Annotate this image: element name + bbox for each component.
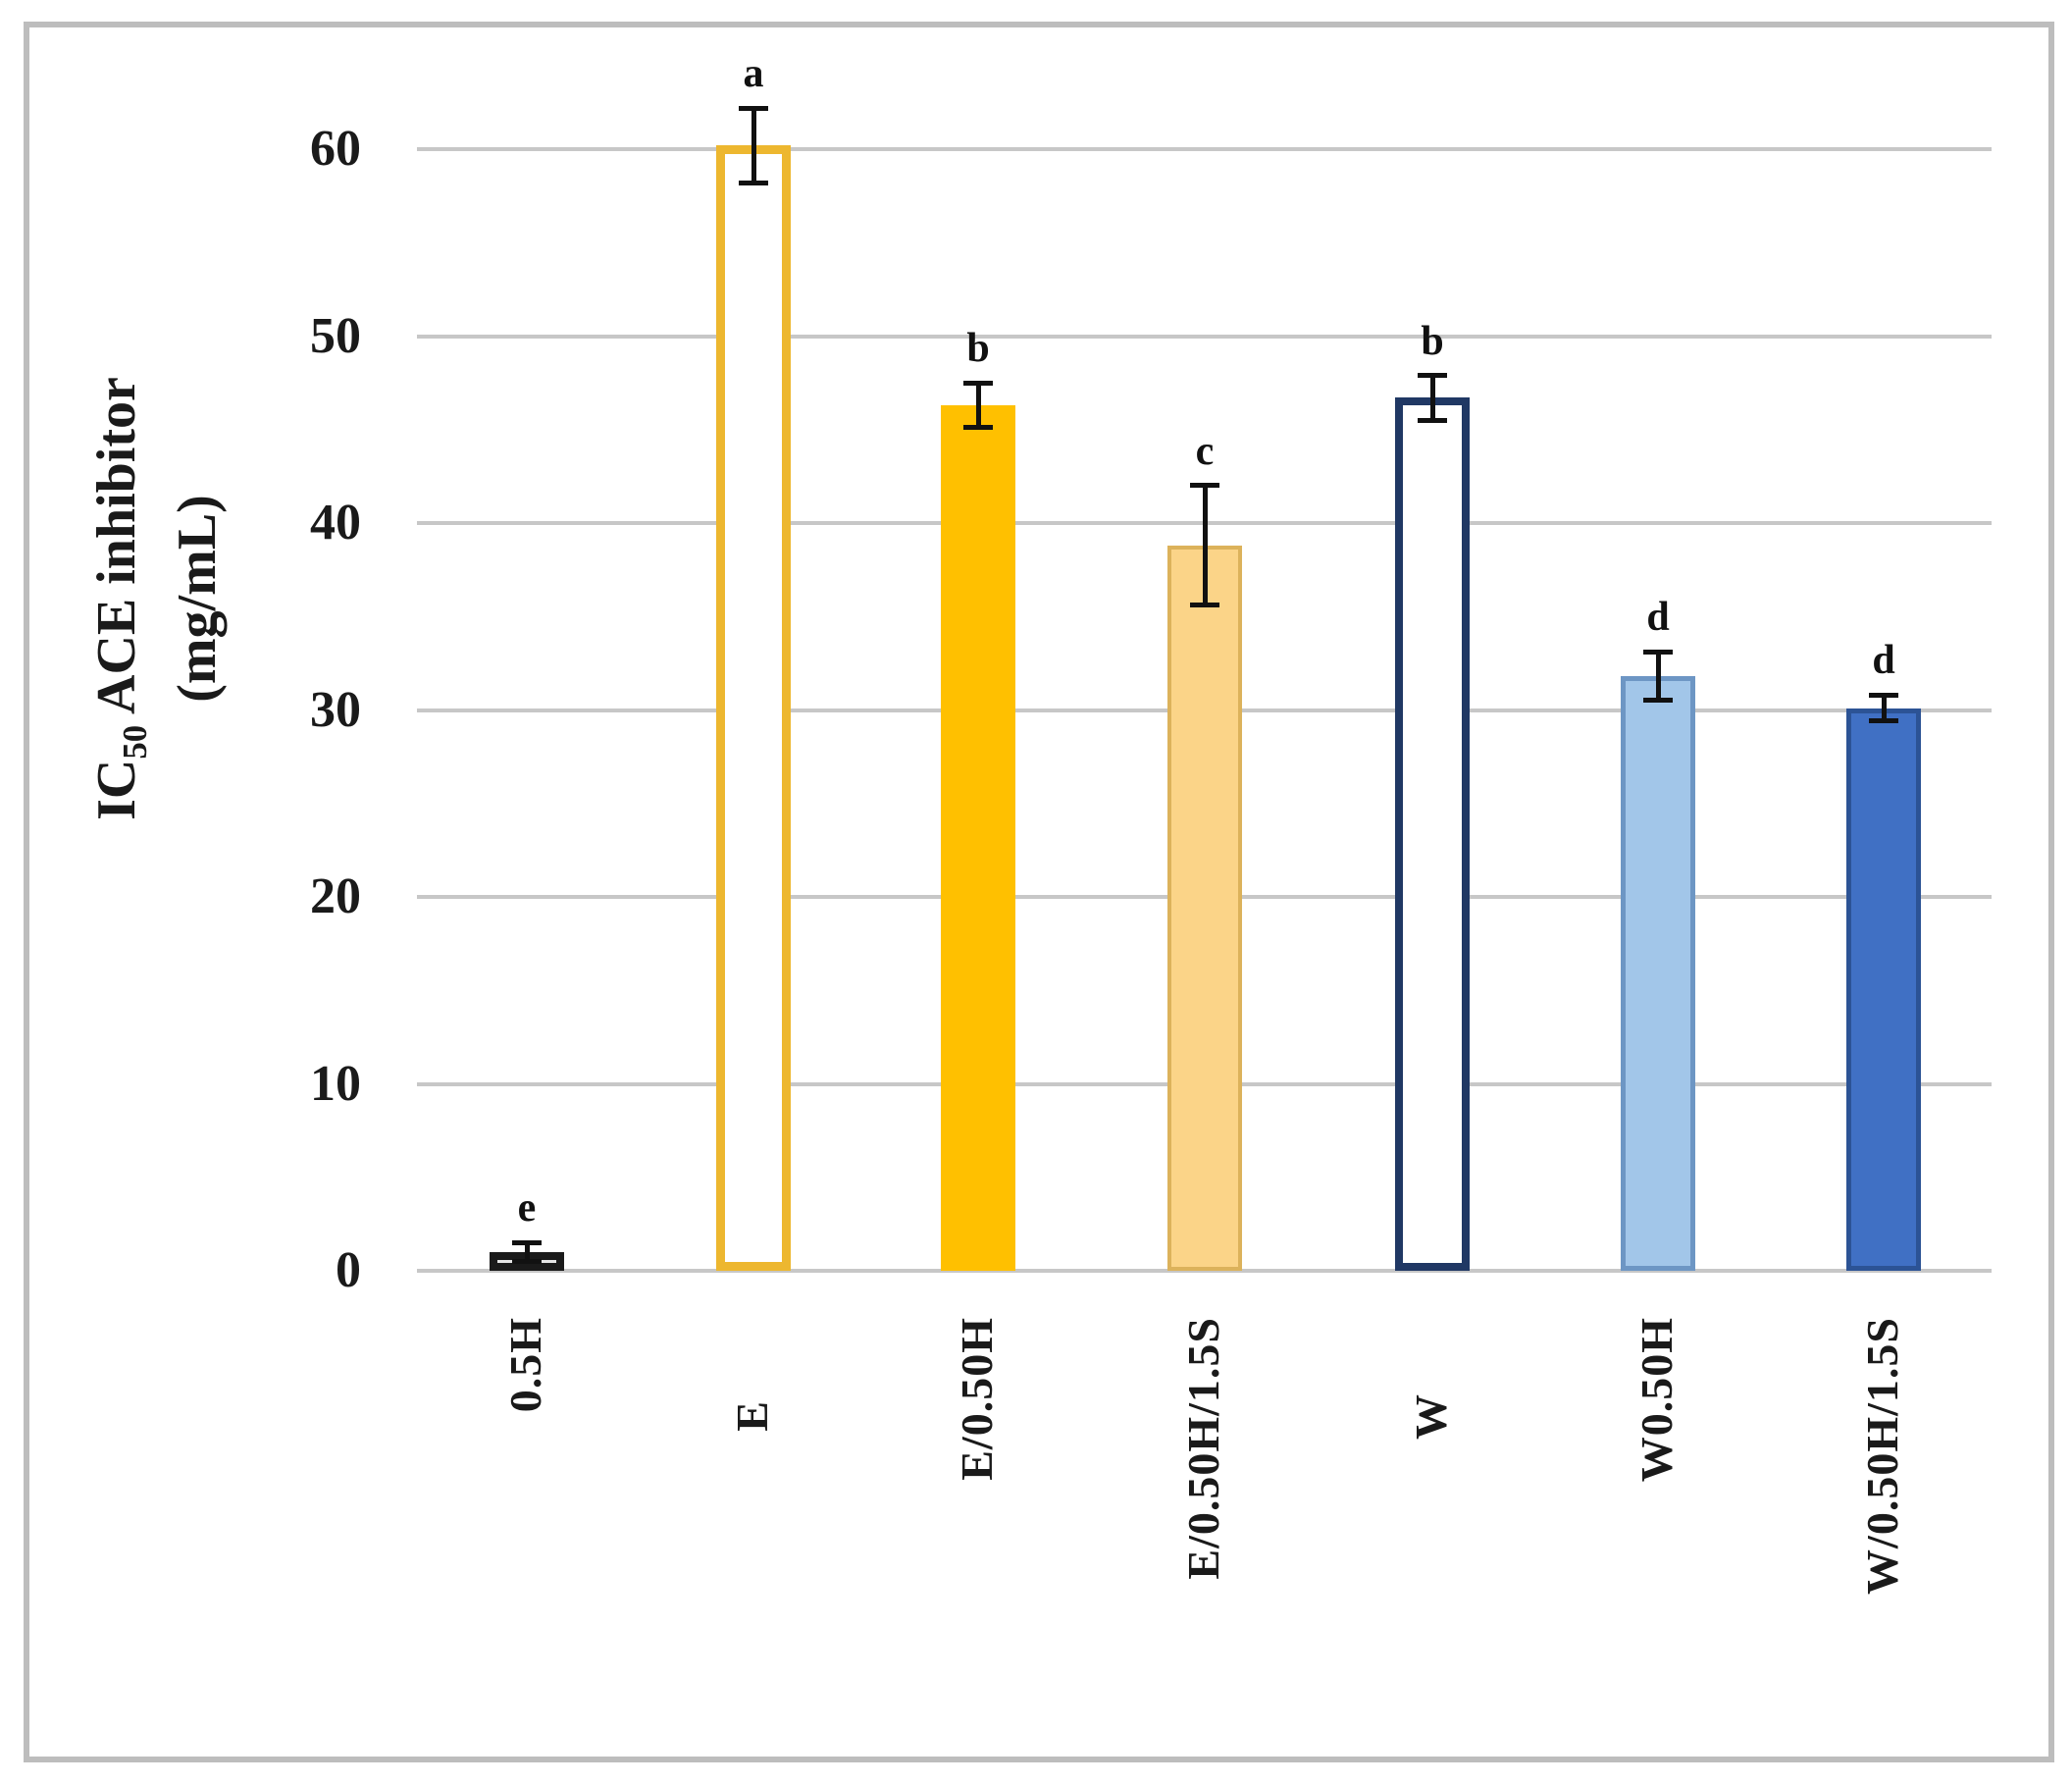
y-tick-label-20: 20	[310, 868, 361, 924]
error-cap-top-W/0.50H/1.5S	[1869, 692, 1898, 698]
error-cap-top-E	[739, 105, 768, 111]
error-cap-bottom-0.5H	[512, 1258, 542, 1264]
error-bar-E/0.50H	[975, 383, 981, 428]
bar-W	[1395, 397, 1470, 1271]
x-axis-label-E/0.50H/1.5S: E/0.50H/1.5S	[1178, 1317, 1228, 1580]
significance-letter-W: b	[1421, 318, 1444, 364]
significance-letter-W/0.50H/1.5S: d	[1872, 638, 1895, 684]
error-cap-bottom-W0.50H	[1643, 698, 1673, 704]
y-axis-title-line1: IC50 ACE inhibitor	[86, 377, 155, 820]
significance-letter-0.5H: e	[517, 1185, 537, 1232]
bar-W/0.50H/1.5S	[1846, 708, 1921, 1271]
bar-E/0.50H/1.5S	[1167, 545, 1242, 1271]
error-bar-E/0.50H/1.5S	[1202, 485, 1208, 605]
figure-border	[24, 22, 2054, 1762]
error-cap-bottom-E/0.50H	[963, 425, 993, 431]
significance-letter-E/0.50H: b	[966, 326, 990, 372]
y-axis-title-line2: (mg/mL)	[167, 495, 228, 703]
gridline-50	[417, 334, 1992, 339]
significance-letter-W0.50H: d	[1646, 595, 1670, 641]
gridline-60	[417, 147, 1992, 151]
error-cap-bottom-W	[1418, 417, 1447, 423]
x-axis-label-0.5H: 0.5H	[500, 1317, 550, 1413]
y-tick-label-10: 10	[310, 1055, 361, 1112]
error-bar-W	[1429, 375, 1435, 421]
x-axis-label-W: W	[1406, 1393, 1456, 1440]
bar-E	[716, 145, 791, 1271]
error-cap-top-0.5H	[512, 1239, 542, 1245]
significance-letter-E/0.50H/1.5S: c	[1195, 428, 1215, 474]
bar-E/0.50H	[941, 404, 1015, 1271]
x-axis-label-E/0.50H: E/0.50H	[952, 1317, 1002, 1481]
x-axis-label-W0.50H: W0.50H	[1632, 1317, 1682, 1483]
y-axis-title-text: IC50 ACE inhibitor (mg/mL)	[77, 377, 237, 820]
y-tick-label-60: 60	[310, 121, 361, 177]
error-cap-bottom-W/0.50H/1.5S	[1869, 718, 1898, 724]
x-axis-label-W/0.50H/1.5S: W/0.50H/1.5S	[1857, 1317, 1907, 1595]
y-tick-label-40: 40	[310, 495, 361, 551]
error-bar-E	[751, 108, 756, 184]
x-axis-label-E: E	[727, 1400, 777, 1432]
error-bar-W0.50H	[1655, 652, 1661, 701]
error-cap-top-E/0.50H	[963, 380, 993, 386]
y-tick-label-50: 50	[310, 307, 361, 364]
error-cap-top-W	[1418, 373, 1447, 378]
y-tick-label-30: 30	[310, 681, 361, 738]
error-cap-bottom-E/0.50H/1.5S	[1190, 603, 1219, 608]
error-bar-0.5H	[524, 1242, 530, 1262]
gridline-0	[417, 1269, 1992, 1273]
bar-W0.50H	[1621, 676, 1695, 1271]
significance-letter-E: a	[743, 51, 764, 97]
error-cap-top-E/0.50H/1.5S	[1190, 483, 1219, 489]
error-cap-bottom-E	[739, 180, 768, 185]
y-tick-label-0: 0	[336, 1242, 361, 1298]
error-bar-W/0.50H/1.5S	[1881, 695, 1887, 721]
error-cap-top-W0.50H	[1643, 649, 1673, 655]
